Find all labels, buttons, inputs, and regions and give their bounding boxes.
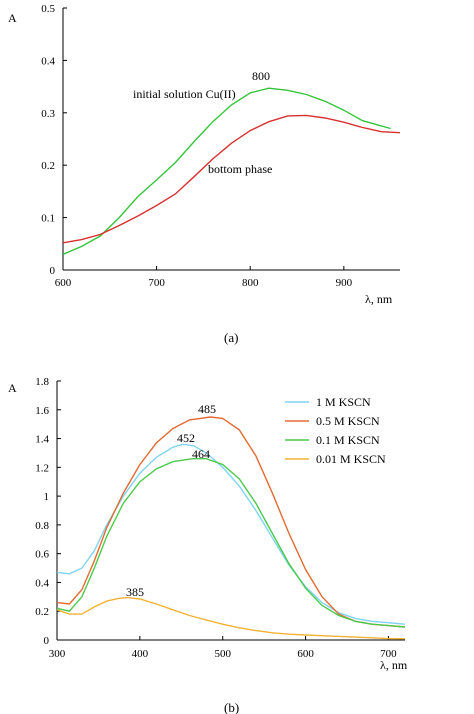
y-tick-label: 1	[44, 491, 50, 503]
series-line-0-5-m-kscn	[56, 416, 406, 628]
x-ticks-a: 600 700 800 900	[55, 266, 353, 289]
y-tick-label: 0.5	[41, 3, 55, 15]
x-axis-label-a: λ, nm	[365, 292, 393, 306]
legend-label: 0.5 M KSCN	[316, 414, 380, 428]
y-tick-label: 0.4	[41, 55, 55, 67]
series-label-initial: initial solution Cu(II)	[133, 87, 236, 101]
peak-annotation-464: 464	[192, 447, 210, 461]
x-tick-label: 600	[55, 277, 72, 289]
x-tick-label: 700	[148, 277, 165, 289]
y-axis-label-b: A	[8, 381, 17, 395]
x-ticks-b: 300 400 500 600 700	[49, 636, 397, 660]
series-label-bottom: bottom phase	[208, 162, 272, 176]
x-tick-label: 400	[132, 648, 149, 660]
series-line-initial-solution-cu-ii	[62, 87, 391, 255]
peak-annotation-800: 800	[252, 69, 270, 83]
x-tick-label: 600	[297, 648, 314, 660]
y-tick-label: 1.8	[35, 376, 49, 388]
y-tick-label: 0	[50, 265, 56, 277]
y-ticks-b: 0 0.2 0.4 0.6 0.8 1 1.2 1.4 1.6 1.8	[35, 376, 61, 647]
y-axis-label-a: A	[8, 11, 17, 25]
chart-a: 0 0.1 0.2 0.3 0.4 0.5 600 700 800 900 A λ, nm in…	[8, 3, 401, 345]
y-tick-label: 0.6	[35, 549, 49, 561]
y-tick-label: 1.4	[35, 434, 49, 446]
y-tick-label: 1.2	[35, 462, 49, 474]
y-tick-label: 0.8	[35, 520, 49, 532]
y-tick-label: 0	[44, 635, 50, 647]
x-tick-label: 800	[242, 277, 259, 289]
series-line-bottom-phase	[62, 114, 401, 244]
x-tick-label: 500	[214, 648, 231, 660]
y-tick-label: 0.1	[41, 213, 55, 225]
y-tick-label: 0.3	[41, 108, 55, 120]
legend-label: 1 M KSCN	[316, 395, 371, 409]
y-tick-label: 0.4	[35, 577, 49, 589]
chart-b: 0 0.2 0.4 0.6 0.8 1 1.2 1.4 1.6 1.8 300 400 500 600 7…	[8, 376, 408, 714]
x-tick-label: 700	[380, 648, 397, 660]
legend-label: 0.01 M KSCN	[316, 452, 386, 466]
y-tick-label: 0.2	[35, 606, 49, 618]
series-line-0-1-m-kscn	[56, 458, 406, 628]
series-line-0-01-m-kscn	[56, 596, 406, 640]
caption-a: (a)	[224, 330, 238, 345]
peak-annotation-485: 485	[198, 402, 216, 416]
caption-b: (b)	[224, 700, 239, 714]
y-ticks-a: 0 0.1 0.2 0.3 0.4 0.5	[41, 3, 67, 277]
legend-b: 1 M KSCN 0.5 M KSCN 0.1 M KSCN 0.01 M KSCN	[285, 395, 386, 466]
legend-label: 0.1 M KSCN	[316, 433, 380, 447]
series-group-b	[56, 416, 406, 640]
series-group-a	[62, 87, 401, 255]
peak-annotation-452: 452	[177, 431, 195, 445]
y-tick-label: 0.2	[41, 160, 55, 172]
x-axis-label-b: λ, nm	[380, 658, 408, 672]
x-tick-label: 300	[49, 648, 66, 660]
x-tick-label: 900	[336, 277, 353, 289]
y-tick-label: 1.6	[35, 405, 49, 417]
series-line-1-m-kscn	[56, 443, 406, 625]
peak-annotation-385: 385	[126, 585, 144, 599]
